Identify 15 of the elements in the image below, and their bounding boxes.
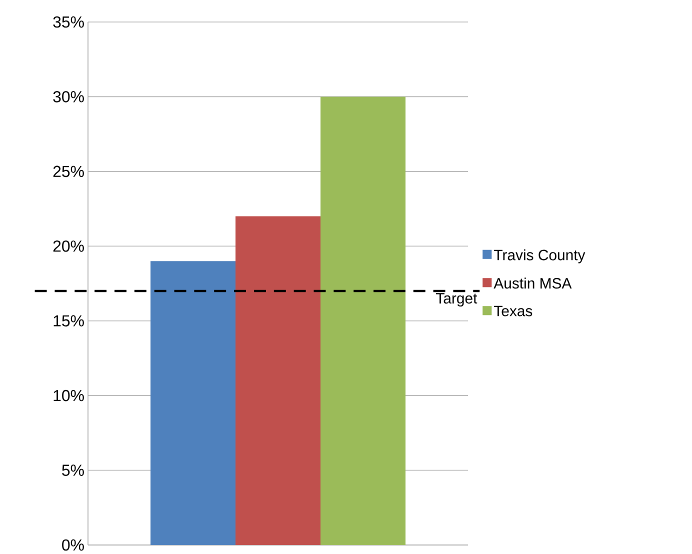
- legend-label: Texas: [494, 306, 532, 316]
- y-tick-label: 15%: [54, 315, 84, 326]
- y-tick-label: 0%: [62, 539, 84, 551]
- bar: [320, 96, 406, 545]
- y-tick-label: 35%: [53, 16, 84, 28]
- y-tick-label: 20%: [53, 240, 84, 252]
- bar: [236, 216, 321, 545]
- y-tick-label: 25%: [53, 166, 84, 178]
- y-tick-label: 10%: [54, 390, 84, 402]
- ref-line-label: Target: [436, 293, 478, 307]
- y-tick-label: 30%: [53, 91, 84, 102]
- legend-label: Travis County: [494, 249, 586, 264]
- bar: [150, 261, 236, 545]
- legend-label: Austin MSA: [494, 278, 572, 289]
- y-tick-label: 5%: [62, 464, 84, 476]
